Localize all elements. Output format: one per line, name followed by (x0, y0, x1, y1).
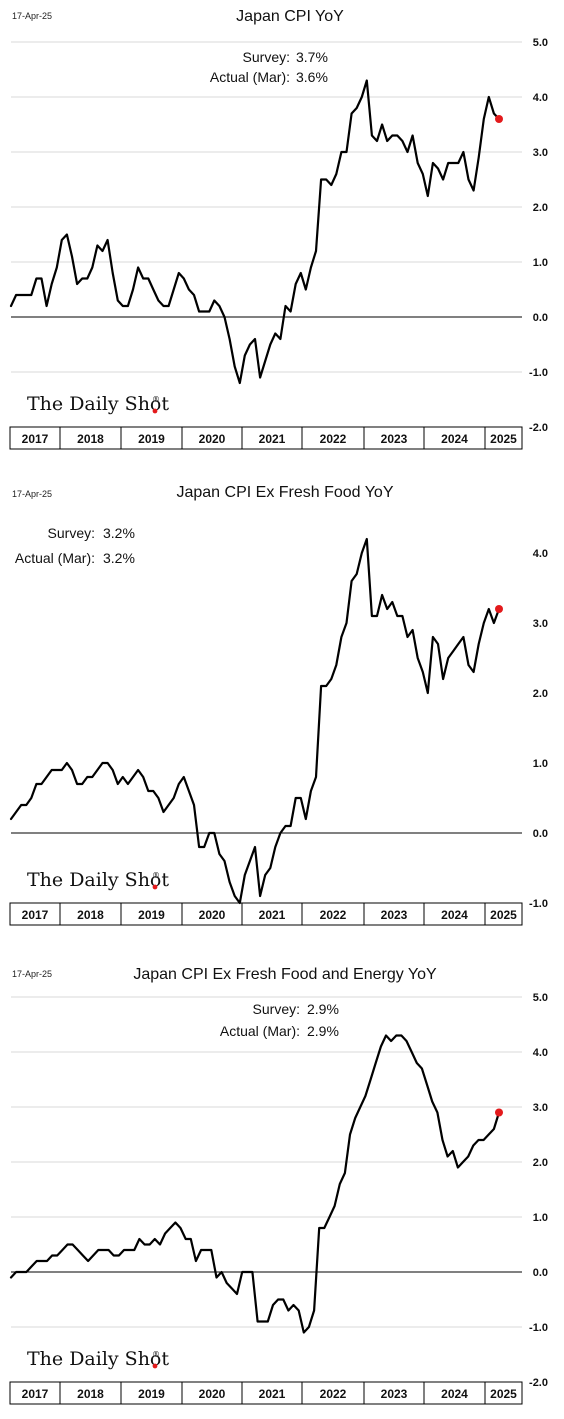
date-stamp: 17-Apr-25 (12, 969, 52, 979)
x-tick-label: 2021 (259, 1387, 286, 1401)
x-tick-label: 2017 (22, 1387, 49, 1401)
brand-logo-dot (152, 1363, 158, 1369)
y-tick-label: 2.0 (533, 1157, 548, 1169)
x-tick-label: 2024 (441, 432, 468, 446)
x-tick-label: 2023 (381, 432, 408, 446)
chart-svg: 17-Apr-25 Japan CPI YoY Survey: 3.7% Act… (9, 8, 548, 450)
brand-logo-dot (152, 884, 158, 890)
y-tick-label: 1.0 (533, 1212, 548, 1224)
y-tick-label: 3.0 (533, 1102, 548, 1114)
y-tick-label: 0.0 (533, 312, 548, 324)
chart-panel-cpi-ex-fresh-food: 17-Apr-25 Japan CPI Ex Fresh Food YoY Su… (0, 474, 564, 929)
actual-label: Actual (Mar): (220, 1023, 300, 1039)
last-point-marker (495, 605, 503, 613)
y-tick-label: -1.0 (529, 898, 548, 910)
x-axis-frame (9, 1381, 523, 1405)
brand-registered-mark: ® (152, 871, 160, 880)
annotation-box: Survey: 3.7% Actual (Mar): 3.6% (210, 49, 328, 85)
x-tick-label: 2018 (77, 908, 104, 922)
x-tick-label: 2025 (490, 1387, 517, 1401)
brand-logo-text: The Daily Shot (27, 869, 169, 891)
y-tick-label: 0.0 (533, 1267, 548, 1279)
y-tick-label: 5.0 (533, 37, 548, 49)
x-tick-label: 2024 (441, 1387, 468, 1401)
x-tick-label: 2020 (199, 432, 226, 446)
y-tick-label: 4.0 (533, 92, 548, 104)
x-tick-label: 2020 (199, 1387, 226, 1401)
x-tick-label: 2023 (381, 908, 408, 922)
y-tick-label: 4.0 (533, 548, 548, 560)
last-point-marker (495, 115, 503, 123)
annotation-box: Survey: 3.2% Actual (Mar): 3.2% (15, 525, 135, 566)
chart-svg: 17-Apr-25 Japan CPI Ex Fresh Food and En… (9, 966, 548, 1405)
x-tick-label: 2023 (381, 1387, 408, 1401)
annotation-box: Survey: 2.9% Actual (Mar): 2.9% (220, 1001, 339, 1039)
brand-logo-dot (152, 408, 158, 414)
series-line (9, 537, 501, 905)
actual-value: 3.6% (296, 69, 328, 85)
date-stamp: 17-Apr-25 (12, 11, 52, 21)
x-tick-label: 2024 (441, 908, 468, 922)
chart-title: Japan CPI Ex Fresh Food and Energy YoY (133, 966, 437, 983)
survey-label: Survey: (243, 49, 290, 65)
x-tick-label: 2019 (138, 432, 165, 446)
date-stamp: 17-Apr-25 (12, 489, 52, 499)
y-tick-label: 1.0 (533, 758, 548, 770)
y-tick-label: 3.0 (533, 147, 548, 159)
brand-logo: The Daily Shot ® (27, 393, 169, 415)
brand-logo: The Daily Shot ® (27, 869, 169, 891)
actual-value: 2.9% (307, 1023, 339, 1039)
x-axis-frame (9, 902, 523, 926)
chart-title: Japan CPI Ex Fresh Food YoY (176, 484, 393, 501)
x-tick-label: 2022 (320, 432, 347, 446)
series-line (9, 1034, 501, 1334)
last-point-marker (495, 1108, 503, 1117)
y-tick-label: 1.0 (533, 257, 548, 269)
x-tick-label: 2020 (199, 908, 226, 922)
chart-svg: 17-Apr-25 Japan CPI Ex Fresh Food YoY Su… (9, 484, 548, 926)
x-tick-label: 2017 (22, 432, 49, 446)
x-tick-label: 2019 (138, 908, 165, 922)
brand-logo-text: The Daily Shot (27, 1348, 169, 1370)
chart-panel-cpi-ex-fresh-food-energy: 17-Apr-25 Japan CPI Ex Fresh Food and En… (0, 950, 564, 1410)
chart-panel-cpi: 17-Apr-25 Japan CPI YoY Survey: 3.7% Act… (0, 0, 564, 455)
x-axis-frame (9, 426, 523, 450)
y-tick-label: 0.0 (533, 828, 548, 840)
x-tick-label: 2025 (490, 908, 517, 922)
series-line (9, 79, 501, 385)
actual-label: Actual (Mar): (210, 69, 290, 85)
x-tick-label: 2022 (320, 1387, 347, 1401)
brand-registered-mark: ® (152, 395, 160, 404)
y-tick-label: 4.0 (533, 1047, 548, 1059)
x-tick-label: 2025 (490, 432, 517, 446)
survey-value: 3.7% (296, 49, 328, 65)
survey-label: Survey: (48, 525, 95, 541)
actual-label: Actual (Mar): (15, 550, 95, 566)
x-tick-label: 2017 (22, 908, 49, 922)
y-tick-label: -1.0 (529, 367, 548, 379)
x-tick-label: 2019 (138, 1387, 165, 1401)
brand-logo-text: The Daily Shot (27, 393, 169, 415)
x-tick-label: 2022 (320, 908, 347, 922)
x-tick-label: 2021 (259, 432, 286, 446)
brand-logo: The Daily Shot ® (27, 1348, 169, 1370)
survey-value: 3.2% (103, 525, 135, 541)
brand-registered-mark: ® (152, 1350, 160, 1359)
y-tick-label: -2.0 (529, 1377, 548, 1389)
y-tick-label: -1.0 (529, 1322, 548, 1334)
survey-label: Survey: (253, 1001, 300, 1017)
y-tick-label: 2.0 (533, 202, 548, 214)
x-tick-label: 2018 (77, 1387, 104, 1401)
y-tick-label: 3.0 (533, 618, 548, 630)
y-tick-label: 2.0 (533, 688, 548, 700)
survey-value: 2.9% (307, 1001, 339, 1017)
x-tick-label: 2018 (77, 432, 104, 446)
y-tick-label: -2.0 (529, 422, 548, 434)
chart-title: Japan CPI YoY (236, 8, 344, 25)
y-tick-label: 5.0 (533, 992, 548, 1004)
x-tick-label: 2021 (259, 908, 286, 922)
actual-value: 3.2% (103, 550, 135, 566)
